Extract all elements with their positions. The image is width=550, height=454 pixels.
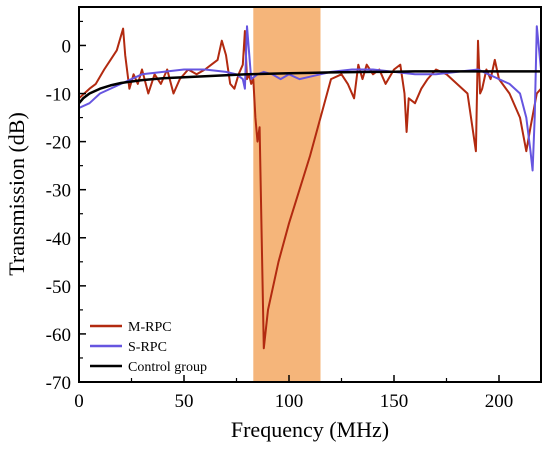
legend-label-s-rpc: S-RPC [128, 340, 167, 355]
y-tick-label: -20 [46, 133, 71, 154]
y-tick-label: -40 [46, 229, 71, 250]
y-tick-label: -10 [46, 85, 71, 106]
x-tick-label: 50 [175, 391, 194, 412]
x-tick-label: 200 [485, 391, 514, 412]
y-tick-label: -60 [46, 325, 71, 346]
y-axis: -70 -60 -50 -40 -30 -20 -10 0 [46, 20, 86, 394]
legend-label-control-group: Control group [128, 360, 207, 375]
x-tick-label: 0 [74, 391, 84, 412]
series-line-control-group [79, 70, 541, 105]
y-tick-label: -30 [46, 181, 71, 202]
legend-label-m-rpc: M-RPC [128, 320, 172, 335]
series-layer [79, 25, 541, 350]
y-tick-label: 0 [62, 36, 72, 57]
x-tick-label: 150 [380, 391, 409, 412]
x-axis-title: Frequency (MHz) [231, 417, 389, 442]
y-axis-title: Transmission (dB) [4, 112, 29, 276]
y-tick-label: -50 [46, 277, 71, 298]
series-line-s-rpc [79, 25, 541, 172]
series-line-m-rpc [79, 27, 541, 350]
frequency-band-highlight [253, 7, 321, 382]
plot-frame [78, 6, 542, 383]
x-tick-label: 100 [275, 391, 304, 412]
legend: M-RPC S-RPC Control group [90, 320, 207, 375]
y-tick-label: -70 [46, 373, 71, 394]
x-axis: 0 50 100 150 200 [74, 375, 513, 412]
